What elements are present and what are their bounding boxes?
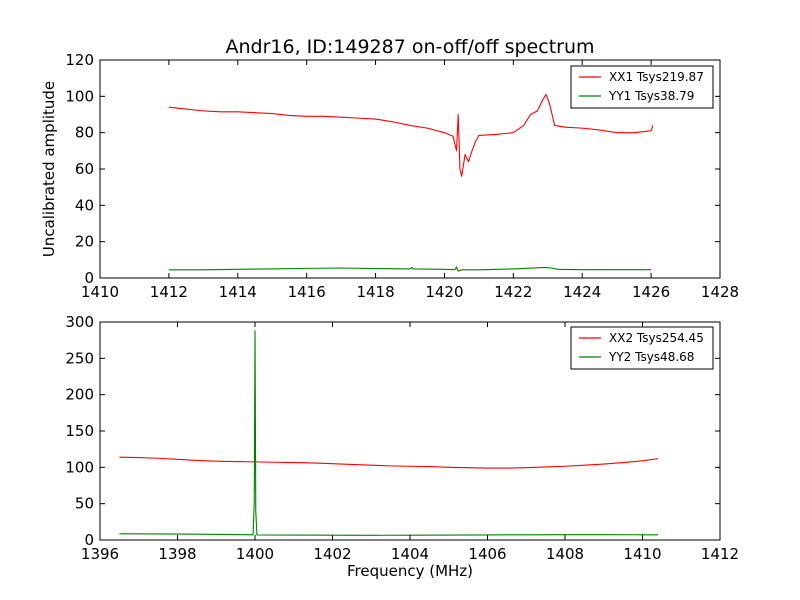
y-tick-label: 60: [75, 160, 94, 178]
x-tick-label: 1412: [701, 545, 739, 563]
x-tick-label: 1428: [701, 283, 739, 301]
x-tick-label: 1398: [158, 545, 196, 563]
x-tick-label: 1410: [623, 545, 661, 563]
x-tick-label: 1402: [313, 545, 351, 563]
x-tick-label: 1422: [494, 283, 532, 301]
y-tick-label: 50: [75, 495, 94, 513]
upper-spectrum-chart: 1410 1412 1414 1416 1418 1420 1422 1424 1426 1428…: [40, 36, 739, 301]
x-tick-label: 1406: [468, 545, 506, 563]
x-tick-label: 1404: [391, 545, 429, 563]
y-tick-label: 0: [84, 269, 94, 287]
x-tick-label: 1400: [236, 545, 274, 563]
series-line-0-1: [168, 266, 652, 272]
x-tick-label: 1412: [150, 283, 188, 301]
y-tick-label: 200: [65, 386, 94, 404]
x-tick-label: 1408: [546, 545, 584, 563]
legend-box: [570, 326, 714, 370]
x-tick-label: 1424: [563, 283, 601, 301]
legend-entry-label: XX1 Tsys219.87: [609, 70, 704, 84]
y-tick-label: 300: [65, 313, 94, 331]
y-tick-label: 0: [84, 531, 94, 549]
x-tick-label: 1426: [632, 283, 670, 301]
y-tick-label: 100: [65, 458, 94, 476]
legend: XX2 Tsys254.45 YY2 Tsys48.68: [570, 326, 714, 370]
x-tick-label: 1410: [81, 283, 119, 301]
y-tick-label: 150: [65, 422, 94, 440]
chart-title: Andr16, ID:149287 on-off/off spectrum: [225, 36, 594, 58]
x-tick-label: 1414: [219, 283, 257, 301]
y-tick-label: 100: [65, 87, 94, 105]
y-tick-label: 250: [65, 349, 94, 367]
x-tick-label: 1420: [425, 283, 463, 301]
x-tick-label: 1396: [81, 545, 119, 563]
x-tick-label: 1416: [288, 283, 326, 301]
series-line-1-0: [119, 456, 659, 469]
x-tick-label: 1418: [356, 283, 394, 301]
legend-box: [570, 65, 714, 109]
legend: XX1 Tsys219.87 YY1 Tsys38.79: [570, 65, 714, 109]
y-tick-label: 40: [75, 196, 94, 214]
series-line-0-0: [168, 93, 654, 177]
y-tick-label: 20: [75, 233, 94, 251]
legend-entry-label: XX2 Tsys254.45: [609, 331, 704, 345]
x-axis-title: Frequency (MHz): [347, 562, 473, 580]
series-line-1-1: [119, 330, 658, 536]
legend-entry-label: YY1 Tsys38.79: [608, 89, 694, 103]
y-tick-label: 120: [65, 51, 94, 69]
y-tick-label: 80: [75, 124, 94, 142]
lower-spectrum-chart: 1396 1398 1400 1402 1404 1406 1408 1410 1412 0 50 1…: [65, 313, 739, 580]
y-axis-title: Uncalibrated amplitude: [40, 81, 58, 257]
legend-entry-label: YY2 Tsys48.68: [608, 350, 694, 364]
